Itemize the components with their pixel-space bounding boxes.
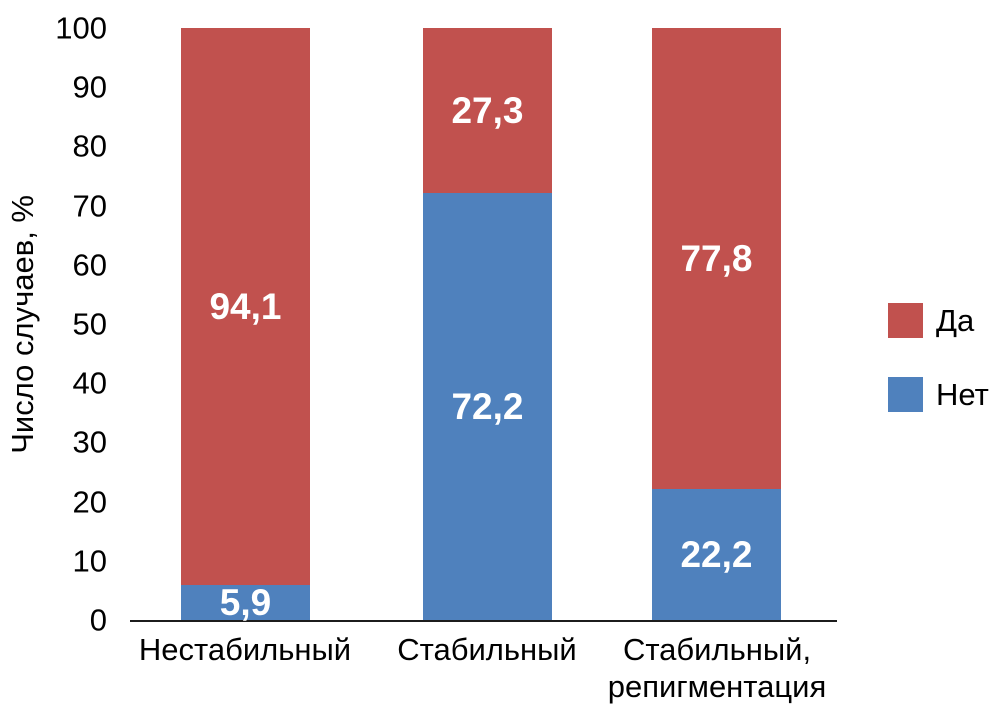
bar-segment-нет: 5,9: [181, 582, 310, 624]
y-tick-label: 100: [55, 10, 107, 46]
value-label: 22,2: [680, 533, 753, 575]
bar-segment-нет: 22,2: [652, 488, 781, 620]
legend-item-нет: Нет: [888, 377, 989, 412]
bar-1: 94,1 5,9: [181, 28, 310, 624]
bar-segment-да: 77,8: [652, 28, 781, 489]
bar-segment-да: 94,1: [181, 28, 310, 586]
legend-swatch: [888, 303, 923, 338]
legend-item-да: Да: [888, 303, 989, 338]
bar-2: 27,3 72,2: [423, 28, 552, 620]
y-tick-label: 20: [72, 484, 107, 520]
y-tick-label: 70: [72, 188, 107, 224]
value-label: 72,2: [451, 385, 524, 427]
y-tick-label: 60: [72, 247, 107, 283]
y-tick-label: 80: [72, 128, 107, 164]
value-label: 27,3: [451, 89, 524, 131]
legend-swatch: [888, 377, 923, 412]
y-axis: 0 10 20 30 40 50 60 70 80 90 100: [0, 13, 107, 636]
legend-label: Да: [936, 303, 975, 338]
x-tick-label: Стабильный: [397, 632, 577, 667]
y-tick-label: 0: [89, 602, 107, 638]
value-label: 5,9: [219, 582, 272, 624]
bar-segment-да: 27,3: [423, 28, 552, 193]
legend-label: Нет: [936, 377, 989, 412]
legend: Да Нет: [888, 303, 989, 451]
value-label: 77,8: [680, 237, 753, 279]
y-tick-label: 10: [72, 543, 107, 579]
y-tick-label: 50: [72, 306, 107, 342]
bar-segment-нет: 72,2: [423, 192, 552, 620]
y-tick-label: 90: [72, 69, 107, 105]
value-label: 94,1: [209, 286, 282, 328]
y-tick-label: 30: [72, 424, 107, 460]
bar-3: 77,8 22,2: [652, 28, 781, 620]
plot-area: 94,1 5,9 27,3 72,2 77,8 22,2: [130, 28, 837, 622]
x-tick-label: Нестабильный: [138, 632, 352, 667]
y-tick-label: 40: [72, 365, 107, 401]
x-tick-label: Стабильный, репигментация: [607, 632, 827, 704]
